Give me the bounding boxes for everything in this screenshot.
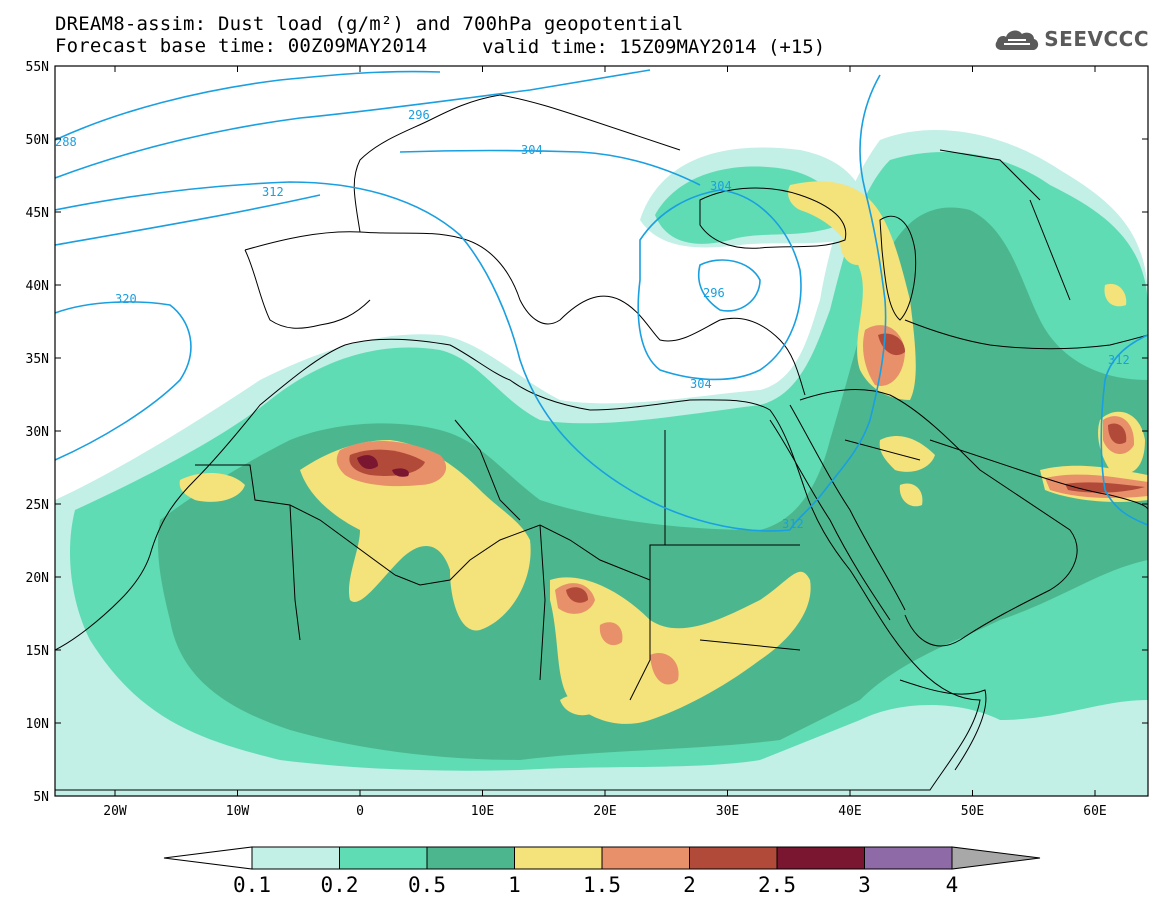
colorbar-segment [864, 846, 953, 870]
contour-label: 312 [782, 517, 804, 531]
lon-label: 30E [716, 804, 739, 819]
lon-label: 10E [471, 804, 494, 819]
lat-label: 55N [26, 60, 49, 75]
seevccc-logo: SEEVCCC [994, 26, 1149, 52]
lat-label: 5N [33, 790, 49, 805]
colorbar-segment [689, 846, 778, 870]
colorbar-label: 1 [508, 873, 521, 897]
colorbar-label: 3 [858, 873, 871, 897]
colorbar-segment [514, 846, 603, 870]
dust-field-2.5 [357, 455, 409, 477]
coastlines [55, 94, 1148, 791]
colorbar-label: 4 [946, 873, 959, 897]
colorbar-label: 2 [683, 873, 696, 897]
lat-label: 20N [26, 571, 49, 586]
contour-label: 312 [262, 185, 284, 199]
lat-label: 50N [26, 133, 49, 148]
lat-label: 40N [26, 279, 49, 294]
lon-label: 10W [226, 804, 250, 819]
colorbar-label: 0.1 [233, 873, 271, 897]
contour-label: 320 [115, 292, 137, 306]
latitude-labels: 55N 50N 45N 40N 35N 30N 25N 20N 15N 10N 5N [26, 60, 49, 805]
lon-label: 20E [593, 804, 616, 819]
logo-text: SEEVCCC [1044, 27, 1149, 51]
colorbar-segment [426, 846, 515, 870]
colorbar-label: 0.2 [321, 873, 359, 897]
contour-label: 296 [408, 108, 430, 122]
longitude-labels: 20W 10W 0 10E 20E 30E 40E 50E 60E [103, 804, 1106, 819]
colorbar-segment [601, 846, 690, 870]
contour-label: 296 [703, 286, 725, 300]
cloud-icon [995, 30, 1039, 50]
colorbar-segment [776, 846, 865, 870]
geopotential-contours [55, 69, 1148, 532]
colorbar-segment [251, 846, 340, 870]
lat-label: 10N [26, 717, 49, 732]
lon-label: 0 [356, 804, 364, 819]
colorbar-arrow-high [951, 846, 1041, 870]
colorbar-segment [339, 846, 428, 870]
dust-field-2 [349, 333, 1145, 603]
contour-label: 304 [690, 377, 712, 391]
forecast-base-time: Forecast base time: 00Z09MAY2014 [55, 35, 428, 57]
contour-label: 304 [521, 143, 543, 157]
contour-label: 312 [1108, 353, 1130, 367]
lon-label: 50E [961, 804, 984, 819]
lon-label: 40E [838, 804, 861, 819]
contour-label: 304 [710, 179, 732, 193]
map-title: DREAM8-assim: Dust load (g/m²) and 700hP… [55, 13, 684, 35]
contour-labels: 288 296 304 312 304 320 296 304 312 312 [55, 108, 1130, 531]
colorbar-arrow-low [163, 846, 253, 870]
lat-label: 15N [26, 644, 49, 659]
valid-time: valid time: 15Z09MAY2014 (+15) [482, 36, 826, 58]
lat-label: 35N [26, 352, 49, 367]
axis-ticks [55, 65, 1148, 797]
lon-label: 20W [103, 804, 127, 819]
colorbar-label: 0.5 [408, 873, 446, 897]
contour-label: 288 [55, 135, 77, 149]
colorbar-label: 1.5 [583, 873, 621, 897]
colorbar: 0.1 0.2 0.5 1 1.5 2 2.5 3 4 [163, 846, 1041, 897]
lat-label: 30N [26, 425, 49, 440]
lat-label: 45N [26, 206, 49, 221]
lon-label: 60E [1083, 804, 1106, 819]
lat-label: 25N [26, 498, 49, 513]
colorbar-label: 2.5 [758, 873, 796, 897]
